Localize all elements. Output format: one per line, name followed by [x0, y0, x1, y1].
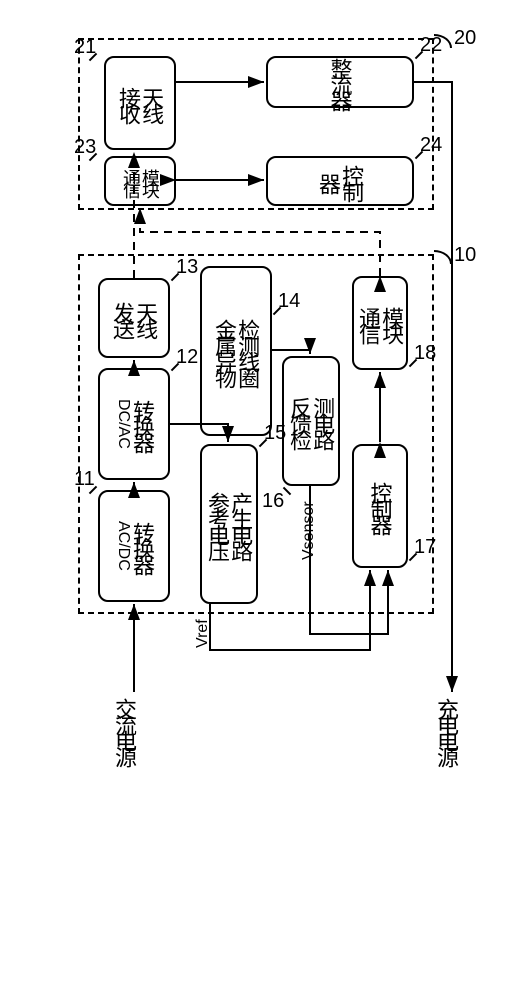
tx-leader	[434, 250, 452, 264]
id-23: 23	[74, 136, 96, 159]
tx-comm-module: 通信 模块	[352, 276, 408, 370]
id-18: 18	[414, 342, 436, 365]
id-15: 15	[264, 422, 286, 445]
tx-antenna: 发送天线	[98, 278, 170, 358]
id-14: 14	[278, 290, 300, 313]
ref-voltage-gen: 参考电压 产生电路	[200, 444, 258, 604]
rx-controller: 控制器	[266, 156, 414, 206]
id-13: 13	[176, 256, 198, 279]
rx-group-id: 20	[454, 27, 476, 50]
id-21: 21	[74, 36, 96, 59]
id-11: 11	[74, 468, 95, 491]
ac-input-label: 交流电源	[108, 698, 140, 762]
feedback-detect: 反馈检 测电路	[282, 356, 340, 486]
acdc-converter: AC/DC 转换器	[98, 490, 170, 602]
dcac-converter: DC/AC 转换器	[98, 368, 170, 480]
id-22: 22	[420, 34, 442, 57]
id-24: 24	[420, 134, 442, 157]
rx-comm-module: 通信 模块	[104, 156, 176, 206]
rectifier: 整流器	[266, 56, 414, 108]
rx-antenna: 接收 天线	[104, 56, 176, 150]
tx-controller: 控制器	[352, 444, 408, 568]
id-16: 16	[262, 490, 284, 513]
fod-coil: 金属异物 检测线圈	[200, 266, 272, 436]
id-17: 17	[414, 536, 436, 559]
id-12: 12	[176, 346, 198, 369]
vref-label: Vref	[194, 619, 212, 648]
charge-output-label: 充电电源	[430, 698, 462, 762]
tx-group-id: 10	[454, 244, 476, 267]
vsensor-label: Vsensor	[300, 501, 318, 560]
